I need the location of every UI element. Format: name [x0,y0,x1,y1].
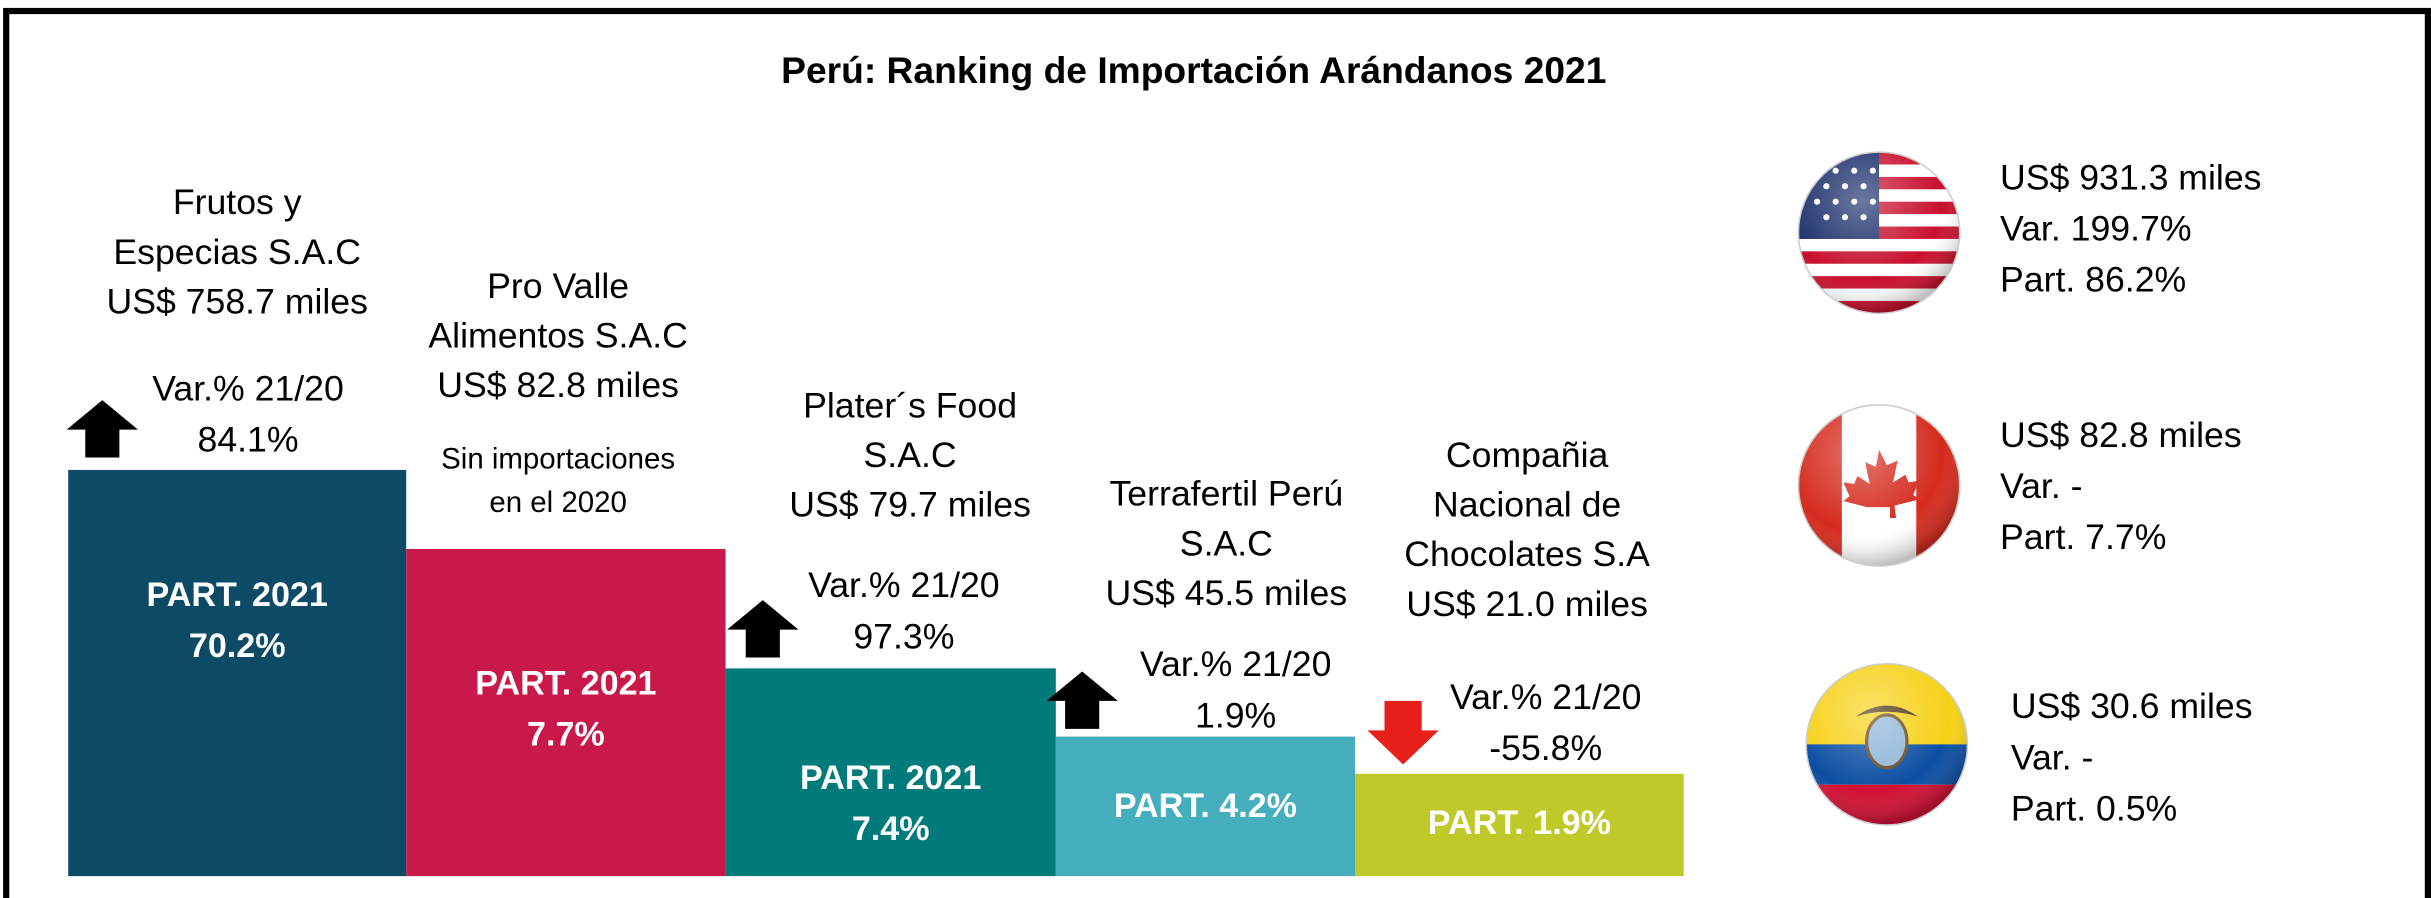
title: Perú: Ranking de Importación Arándanos 2… [781,49,1606,91]
company-value: US$ 82.8 miles [437,365,679,405]
part-label: 70.2% [189,627,286,665]
country-info: US$ 30.6 miles [2011,686,2253,726]
company-name: Plater´s Food [803,385,1017,425]
company-name: S.A.C [1180,523,1273,563]
country-info: Part. 0.5% [2011,788,2177,828]
note: Sin importaciones [441,442,675,475]
flag-ecuador [1805,662,1969,826]
country-info: Var. - [2000,466,2083,506]
note: en el 2020 [489,486,626,519]
company-name: Pro Valle [487,266,629,306]
bar [725,668,1056,877]
country-info: Part. 86.2% [2000,260,2186,300]
country-info: US$ 82.8 miles [2000,415,2242,455]
company-name: Frutos y [173,182,302,222]
part-label: PART. 2021 [147,576,328,614]
var-label: Var.% 21/20 [1450,677,1642,717]
var-label: Var.% 21/20 [808,565,1000,605]
company-name: Chocolates S.A [1404,534,1650,574]
company-name: S.A.C [864,435,957,475]
company-value: US$ 21.0 miles [1406,584,1648,624]
country-info: Part. 7.7% [2000,517,2166,557]
trend-arrow [727,600,799,658]
part-label: PART. 2021 [475,664,656,702]
var-label: Var.% 21/20 [152,368,344,408]
var-value: -55.8% [1489,728,1602,768]
trend-arrow [1367,700,1439,765]
part-label: PART. 2021 [800,759,981,797]
company-value: US$ 79.7 miles [789,485,1031,525]
company-value: US$ 758.7 miles [106,281,368,321]
country-info: Var. - [2011,737,2094,777]
bar [68,469,407,877]
trend-arrow [1046,671,1118,729]
part-label: 7.7% [527,716,605,754]
var-label: Var.% 21/20 [1140,644,1332,684]
part-label: PART. 1.9% [1428,804,1611,842]
frame [3,7,2431,898]
bar [406,548,726,877]
trend-arrow [66,400,138,458]
company-name: Compañia [1446,435,1609,475]
bar [1355,773,1684,877]
var-value: 97.3% [853,616,954,656]
bar [1055,736,1356,877]
var-value: 84.1% [198,419,299,459]
company-name: Nacional de [1433,485,1621,525]
company-name: Terrafertil Perú [1109,474,1343,514]
company-name: Alimentos S.A.C [428,316,687,356]
company-value: US$ 45.5 miles [1106,573,1348,613]
part-label: 7.4% [852,810,930,848]
flag-usa [1797,151,1961,315]
part-label: PART. 4.2% [1114,787,1297,825]
country-info: Var. 199.7% [2000,209,2192,249]
var-value: 1.9% [1195,695,1276,735]
company-name: Especias S.A.C [113,232,361,272]
flag-canada [1797,404,1961,567]
country-info: US$ 931.3 miles [2000,157,2262,197]
